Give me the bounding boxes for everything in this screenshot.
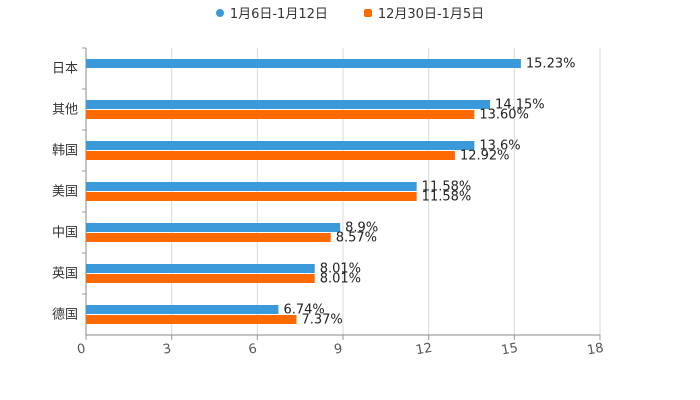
bar-s1-0 [86, 59, 521, 68]
data-label-s1-4: 8.9% [345, 221, 378, 236]
x-tick-label-12: 12 [415, 341, 434, 359]
y-tick-label-5: 英国 [52, 267, 78, 282]
legend-label-series-2: 12月30日-1月5日 [377, 7, 485, 22]
x-tick-label-3: 3 [162, 341, 173, 357]
bar-s1-4 [86, 223, 341, 232]
bar-s1-6 [86, 305, 279, 314]
bar-s1-1 [86, 100, 491, 109]
bar-s1-5 [86, 264, 315, 273]
data-label-s2-4: 8.57% [336, 231, 377, 246]
y-tick-label-0: 日本 [52, 62, 78, 77]
legend-marker-series-2 [363, 8, 372, 17]
y-tick-label-4: 中国 [52, 226, 78, 241]
x-tick-label-6: 6 [247, 341, 258, 357]
data-label-s1-1: 14.15% [495, 98, 545, 113]
bar-s2-6 [86, 315, 297, 324]
data-label-s2-1: 13.60% [479, 108, 529, 123]
bar-s2-1 [86, 110, 475, 119]
data-label-s2-5: 8.01% [320, 272, 361, 287]
data-label-s1-2: 13.6% [479, 139, 520, 154]
data-label-s2-3: 11.58% [422, 190, 472, 205]
x-tick-label-15: 15 [500, 341, 519, 359]
bar-s2-2 [86, 151, 455, 160]
x-tick-label-18: 18 [586, 341, 605, 359]
x-tick-label-9: 9 [333, 341, 344, 357]
bar-s1-2 [86, 141, 475, 150]
y-tick-label-6: 德国 [52, 308, 78, 323]
data-label-s1-3: 11.58% [422, 180, 472, 195]
data-label-s1-5: 8.01% [320, 262, 361, 277]
legend-item-series-2[interactable]: 12月30日-1月5日 [363, 3, 485, 22]
y-tick-label-3: 美国 [52, 185, 78, 200]
bar-s2-5 [86, 274, 315, 283]
legend-marker-series-1 [215, 8, 224, 17]
x-tick-label-0: 0 [76, 341, 87, 357]
bar-s2-4 [86, 233, 331, 242]
y-tick-label-2: 韩国 [52, 144, 78, 159]
bar-s1-3 [86, 182, 417, 191]
legend-item-series-1[interactable]: 1月6日-1月12日 [215, 3, 328, 22]
bar-s2-3 [86, 192, 417, 201]
legend: 1月6日-1月12日 12月30日-1月5日 [0, 3, 700, 22]
data-label-s1-6: 6.74% [283, 303, 324, 318]
legend-label-series-1: 1月6日-1月12日 [229, 7, 328, 22]
data-label-s2-2: 12.92% [460, 149, 510, 164]
data-label-s1-0: 15.23% [526, 57, 576, 72]
y-tick-label-1: 其他 [52, 103, 78, 118]
data-label-s2-6: 7.37% [301, 313, 342, 328]
